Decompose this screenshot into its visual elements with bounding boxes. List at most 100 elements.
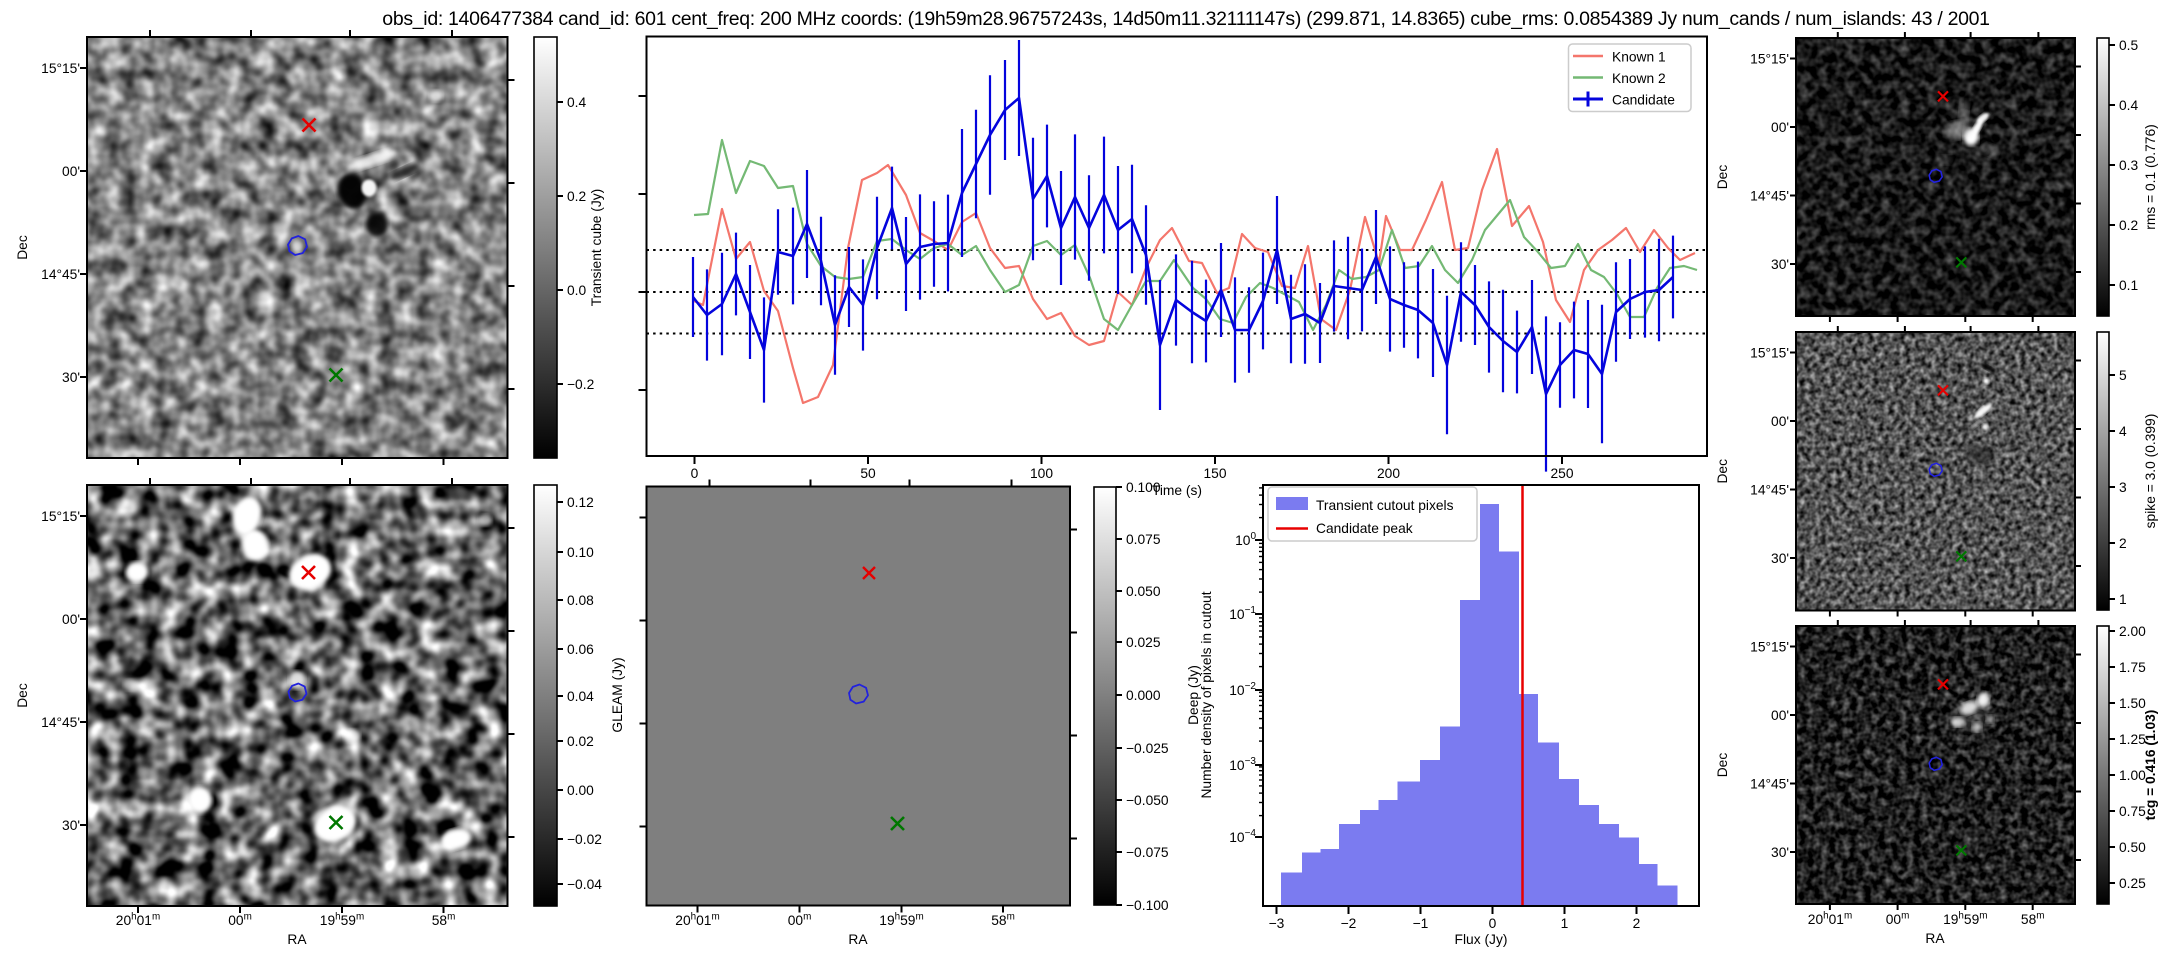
svg-text:14°45': 14°45' <box>1750 777 1789 792</box>
svg-text:2: 2 <box>1633 916 1641 931</box>
svg-text:150: 150 <box>1203 466 1226 481</box>
svg-text:1: 1 <box>1561 916 1569 931</box>
svg-text:15°15': 15°15' <box>1750 52 1789 67</box>
svg-text:15°15': 15°15' <box>41 61 80 76</box>
svg-text:1: 1 <box>2119 592 2127 607</box>
svg-text:58m: 58m <box>432 912 456 929</box>
svg-text:20h01m: 20h01m <box>1808 911 1852 928</box>
svg-text:−0.02: −0.02 <box>567 832 602 847</box>
svg-text:20h01m: 20h01m <box>675 912 719 929</box>
svg-text:2.00: 2.00 <box>2119 624 2146 639</box>
svg-text:19h59m: 19h59m <box>1943 911 1987 928</box>
svg-text:00m: 00m <box>1886 911 1910 928</box>
svg-text:100: 100 <box>1030 466 1053 481</box>
svg-text:Dec: Dec <box>1715 753 1730 778</box>
svg-text:Known 1: Known 1 <box>1612 50 1666 65</box>
svg-text:−1: −1 <box>1413 916 1429 931</box>
svg-text:Dec: Dec <box>15 683 30 708</box>
svg-text:0.06: 0.06 <box>567 642 594 657</box>
svg-text:Candidate peak: Candidate peak <box>1316 521 1413 536</box>
svg-text:tcg = 0.416 (1.03): tcg = 0.416 (1.03) <box>2143 710 2158 821</box>
svg-text:58m: 58m <box>2021 911 2045 928</box>
svg-text:GLEAM (Jy): GLEAM (Jy) <box>610 657 625 732</box>
svg-text:0.12: 0.12 <box>567 495 594 510</box>
svg-text:0.1: 0.1 <box>2119 278 2138 293</box>
svg-text:0.3: 0.3 <box>2119 158 2139 173</box>
svg-text:0.25: 0.25 <box>2119 876 2146 891</box>
svg-text:−0.025: −0.025 <box>1126 741 1169 756</box>
svg-text:0.2: 0.2 <box>567 189 586 204</box>
svg-text:−0.075: −0.075 <box>1126 845 1169 860</box>
svg-text:19h59m: 19h59m <box>320 912 364 929</box>
svg-text:0.050: 0.050 <box>1126 584 1161 599</box>
svg-text:14°45': 14°45' <box>1750 483 1789 498</box>
svg-text:Dec: Dec <box>15 235 30 260</box>
svg-text:0.02: 0.02 <box>567 734 594 749</box>
svg-text:5: 5 <box>2119 368 2127 383</box>
svg-text:−0.050: −0.050 <box>1126 793 1169 808</box>
svg-text:Flux (Jy): Flux (Jy) <box>1455 932 1508 947</box>
svg-text:15°15': 15°15' <box>1750 640 1789 655</box>
svg-text:0.025: 0.025 <box>1126 635 1161 650</box>
svg-text:0.04: 0.04 <box>567 689 594 704</box>
svg-text:0: 0 <box>691 466 699 481</box>
svg-text:Transient cutout pixels: Transient cutout pixels <box>1316 498 1454 513</box>
svg-text:3: 3 <box>2119 480 2127 495</box>
svg-text:20h01m: 20h01m <box>116 912 160 929</box>
svg-text:15°15': 15°15' <box>41 509 80 524</box>
svg-text:1.00: 1.00 <box>2119 768 2146 783</box>
svg-text:0.4: 0.4 <box>2119 98 2139 113</box>
svg-text:0.10: 0.10 <box>567 545 594 560</box>
svg-text:0.4: 0.4 <box>567 95 587 110</box>
svg-text:1.75: 1.75 <box>2119 660 2146 675</box>
svg-text:0.50: 0.50 <box>2119 840 2146 855</box>
svg-text:spike = 3.0 (0.399): spike = 3.0 (0.399) <box>2143 414 2158 529</box>
svg-text:rms = 0.1 (0.776): rms = 0.1 (0.776) <box>2143 124 2158 229</box>
svg-text:Transient cube (Jy): Transient cube (Jy) <box>589 189 604 307</box>
svg-text:00': 00' <box>62 612 80 627</box>
svg-text:00': 00' <box>1771 120 1789 135</box>
svg-text:0.100: 0.100 <box>1126 480 1161 495</box>
svg-text:14°45': 14°45' <box>41 267 80 282</box>
svg-text:RA: RA <box>1925 931 1945 946</box>
svg-text:14°45': 14°45' <box>1750 189 1789 204</box>
svg-text:0.2: 0.2 <box>2119 218 2138 233</box>
svg-text:Dec: Dec <box>1715 165 1730 190</box>
svg-text:30': 30' <box>62 370 80 385</box>
svg-text:50: 50 <box>860 466 876 481</box>
svg-text:−0.2: −0.2 <box>567 377 594 392</box>
svg-text:0.00: 0.00 <box>567 783 594 798</box>
svg-text:00': 00' <box>1771 414 1789 429</box>
svg-text:200: 200 <box>1377 466 1400 481</box>
svg-text:4: 4 <box>2119 424 2127 439</box>
svg-text:0: 0 <box>1489 916 1497 931</box>
svg-text:30': 30' <box>1771 845 1789 860</box>
svg-text:obs_id: 1406477384 cand_id: 60: obs_id: 1406477384 cand_id: 601 cent_fre… <box>382 8 1989 30</box>
svg-text:00': 00' <box>1771 708 1789 723</box>
svg-text:250: 250 <box>1550 466 1573 481</box>
svg-text:00m: 00m <box>788 912 812 929</box>
svg-text:1.25: 1.25 <box>2119 732 2146 747</box>
svg-text:14°45': 14°45' <box>41 715 80 730</box>
svg-text:0.75: 0.75 <box>2119 804 2146 819</box>
svg-text:−0.100: −0.100 <box>1126 898 1169 913</box>
svg-text:RA: RA <box>848 932 868 947</box>
svg-text:RA: RA <box>287 932 307 947</box>
svg-text:Deep (Jy): Deep (Jy) <box>1186 665 1201 725</box>
svg-text:0.08: 0.08 <box>567 593 594 608</box>
svg-text:19h59m: 19h59m <box>879 912 923 929</box>
svg-text:58m: 58m <box>991 912 1015 929</box>
svg-text:00m: 00m <box>228 912 252 929</box>
svg-text:Known 2: Known 2 <box>1612 71 1666 86</box>
svg-text:0.0: 0.0 <box>567 283 587 298</box>
svg-text:30': 30' <box>62 818 80 833</box>
svg-text:30': 30' <box>1771 257 1789 272</box>
svg-text:−0.04: −0.04 <box>567 877 602 892</box>
svg-text:30': 30' <box>1771 551 1789 566</box>
svg-text:0.075: 0.075 <box>1126 532 1161 547</box>
svg-text:0.000: 0.000 <box>1126 688 1161 703</box>
svg-text:−2: −2 <box>1341 916 1357 931</box>
svg-text:00': 00' <box>62 164 80 179</box>
svg-text:−3: −3 <box>1269 916 1285 931</box>
svg-text:1.50: 1.50 <box>2119 696 2146 711</box>
